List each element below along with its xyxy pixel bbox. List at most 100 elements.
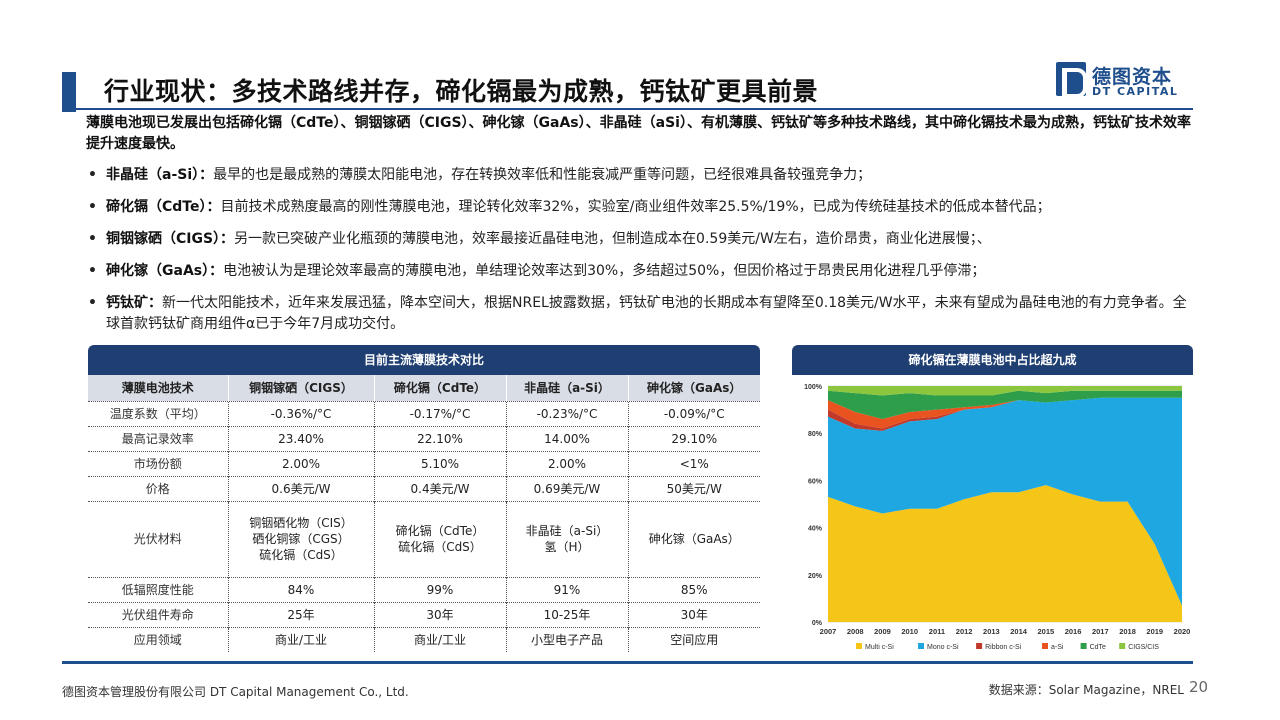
row-label-cell: 价格: [88, 475, 229, 501]
bullet-lead: 钙钛矿：: [106, 295, 162, 311]
table-header-cell: 碲化镉（CdTe）: [374, 375, 507, 401]
bullet-text: 最早的也是最成熟的薄膜太阳能电池，存在转换效率低和性能衰减严重等问题，已经很难具…: [213, 167, 872, 183]
table-header-cell: 薄膜电池技术: [88, 375, 229, 401]
area-series-ribbon-c-si: [828, 397, 1182, 431]
company-logo: 德图资本 DT CAPITAL: [1056, 62, 1196, 98]
y-tick-label: 20%: [808, 573, 823, 580]
x-tick-label: 2017: [1092, 627, 1109, 636]
table-title: 目前主流薄膜技术对比: [88, 345, 760, 375]
table-row: 光伏材料 铜铟硒化物（CIS） 硒化铜镓（CGS） 硫化镉（CdS） 碲化镉（CdT…: [88, 500, 760, 577]
table-cell: 23.40%: [228, 425, 375, 451]
technology-bullets: 非晶硅（a-Si）：最早的也是最成熟的薄膜太阳能电池，存在转换效率低和性能衰减严…: [86, 165, 1196, 346]
area-series-cigs-cis: [828, 386, 1182, 396]
table-cell: 小型电子产品: [506, 626, 629, 652]
bullet-cdte: 碲化镉（CdTe）：目前技术成熟度最高的刚性薄膜电池，理论转化效率32%，实验室…: [86, 197, 1196, 218]
legend-label: CdTe: [1090, 644, 1106, 651]
table-cell: 5.10%: [374, 450, 507, 476]
x-tick-label: 2011: [929, 627, 945, 636]
y-tick-label: 0%: [812, 620, 823, 627]
bullet-text: 新一代太阳能技术，近年来发展迅猛，降本空间大，根据NREL披露数据，钙钛矿电池的…: [106, 295, 1187, 332]
table-row: 低辐照度性能 84% 99% 91% 85%: [88, 576, 760, 602]
legend-label: a-Si: [1051, 644, 1064, 651]
table-cell: 商业/工业: [374, 626, 507, 652]
stacked-area-chart: 0% 20% 40% 60% 80% 100% 2007 2008 2009 2010 2011 20…: [804, 384, 1191, 651]
area-series-multi-c-si: [828, 485, 1182, 622]
table-row: 市场份额 2.00% 5.10% 2.00% <1%: [88, 450, 760, 476]
legend-swatch: [1042, 643, 1048, 649]
bullet-text: 目前技术成熟度最高的刚性薄膜电池，理论转化效率32%，实验室/商业组件效率25.…: [220, 199, 1051, 215]
market-share-chart: 0% 20% 40% 60% 80% 100% 2007 2008 2009 2010 2011 20…: [792, 378, 1193, 660]
bullet-cigs: 铜铟镓硒（CIGS）：另一款已突破产业化瓶颈的薄膜电池，效率最接近晶硅电池，但制…: [86, 229, 1196, 250]
footer-company: 德图资本管理股份有限公司 DT Capital Management Co., …: [62, 685, 409, 699]
y-tick-label: 60%: [808, 478, 823, 485]
bullet-gaas: 砷化镓（GaAs）：电池被认为是理论效率最高的薄膜电池，单结理论效率达到30%，…: [86, 261, 1196, 282]
table-cell: -0.23%/°C: [506, 400, 629, 426]
title-accent-bar: [62, 72, 76, 112]
x-tick-label: 2020: [1174, 627, 1191, 636]
row-label-cell: 最高记录效率: [88, 425, 229, 451]
table-cell: 0.69美元/W: [506, 475, 629, 501]
x-tick-label: 2007: [820, 627, 837, 636]
table-cell: 商业/工业: [228, 626, 375, 652]
table-cell: 0.6美元/W: [228, 475, 375, 501]
x-tick-label: 2008: [847, 627, 864, 636]
area-series-cdte: [828, 390, 1182, 420]
x-tick-label: 2009: [874, 627, 891, 636]
bullet-text: 另一款已突破产业化瓶颈的薄膜电池，效率最接近晶硅电池，但制造成本在0.59美元/…: [234, 231, 991, 247]
table-header-row: 薄膜电池技术 铜铟镓硒（CIGS） 碲化镉（CdTe） 非晶硅（a-Si） 砷化…: [88, 375, 760, 401]
comparison-table: 薄膜电池技术 铜铟镓硒（CIGS） 碲化镉（CdTe） 非晶硅（a-Si） 砷化…: [88, 375, 760, 652]
row-label-cell: 应用领域: [88, 626, 229, 652]
table-cell: -0.17%/°C: [374, 400, 507, 426]
x-tick-label: 2018: [1119, 627, 1136, 636]
table-cell: 2.00%: [228, 450, 375, 476]
table-cell: 85%: [628, 576, 760, 602]
title-divider: [76, 108, 1193, 110]
table-cell: 空间应用: [628, 626, 760, 652]
row-label-cell: 低辐照度性能: [88, 576, 229, 602]
table-cell: 50美元/W: [628, 475, 760, 501]
table-cell: 非晶硅（a-Si） 氢（H）: [506, 500, 629, 577]
x-tick-label: 2014: [1010, 627, 1028, 636]
table-cell: 22.10%: [374, 425, 507, 451]
table-header-cell: 铜铟镓硒（CIGS）: [228, 375, 375, 401]
y-tick-label: 80%: [808, 431, 823, 438]
legend-label: CIGS/CIS: [1128, 644, 1159, 651]
table-row: 应用领域 商业/工业 商业/工业 小型电子产品 空间应用: [88, 626, 760, 652]
table-cell: 91%: [506, 576, 629, 602]
table-row: 最高记录效率 23.40% 22.10% 14.00% 29.10%: [88, 425, 760, 451]
table-cell: 0.4美元/W: [374, 475, 507, 501]
legend-label: Ribbon c-Si: [985, 644, 1022, 651]
bullet-lead: 砷化镓（GaAs）：: [106, 263, 224, 279]
table-header-cell: 非晶硅（a-Si）: [506, 375, 629, 401]
bullet-lead: 非晶硅（a-Si）：: [106, 167, 214, 183]
table-row: 价格 0.6美元/W 0.4美元/W 0.69美元/W 50美元/W: [88, 475, 760, 501]
bullet-perovskite: 钙钛矿：新一代太阳能技术，近年来发展迅猛，降本空间大，根据NREL披露数据，钙钛…: [86, 293, 1196, 335]
bullet-lead: 碲化镉（CdTe）：: [106, 199, 221, 215]
table-cell: 碲化镉（CdTe） 硫化镉（CdS）: [374, 500, 507, 577]
table-cell: 10-25年: [506, 601, 629, 627]
dt-logo-icon: [1056, 62, 1087, 98]
logo-en-text: DT CAPITAL: [1092, 85, 1179, 98]
legend-label: Multi c-Si: [865, 644, 894, 651]
chart-title: 碲化镉在薄膜电池中占比超九成: [792, 345, 1193, 375]
table-header-cell: 砷化镓（GaAs）: [628, 375, 760, 401]
table-cell: 砷化镓（GaAs）: [628, 500, 760, 577]
bullet-asi: 非晶硅（a-Si）：最早的也是最成熟的薄膜太阳能电池，存在转换效率低和性能衰减严…: [86, 165, 1196, 186]
x-tick-label: 2015: [1038, 627, 1055, 636]
footer-source: 数据来源：Solar Magazine，NREL: [988, 683, 1184, 697]
table-cell: 84%: [228, 576, 375, 602]
page-title: 行业现状：多技术路线并存，碲化镉最为成熟，钙钛矿更具前景: [104, 77, 819, 106]
table-cell: -0.36%/°C: [228, 400, 375, 426]
x-tick-label: 2012: [956, 627, 973, 636]
bullet-lead: 铜铟镓硒（CIGS）：: [106, 231, 235, 247]
y-tick-label: 40%: [808, 526, 823, 533]
table-cell: 2.00%: [506, 450, 629, 476]
x-tick-label: 2016: [1065, 627, 1082, 636]
intro-paragraph: 薄膜电池现已发展出包括碲化镉（CdTe）、铜铟镓硒（CIGS）、砷化镓（GaAs…: [86, 115, 1191, 152]
legend-swatch: [1080, 643, 1087, 649]
table-cell: 14.00%: [506, 425, 629, 451]
y-tick-label: 100%: [804, 384, 823, 391]
bullet-text: 电池被认为是理论效率最高的薄膜电池，单结理论效率达到30%，多结超过50%，但因…: [223, 263, 986, 279]
logo-cn-text: 德图资本: [1092, 66, 1173, 88]
table-row: 温度系数（平均） -0.36%/°C -0.17%/°C -0.23%/°C -0.09…: [88, 400, 760, 426]
